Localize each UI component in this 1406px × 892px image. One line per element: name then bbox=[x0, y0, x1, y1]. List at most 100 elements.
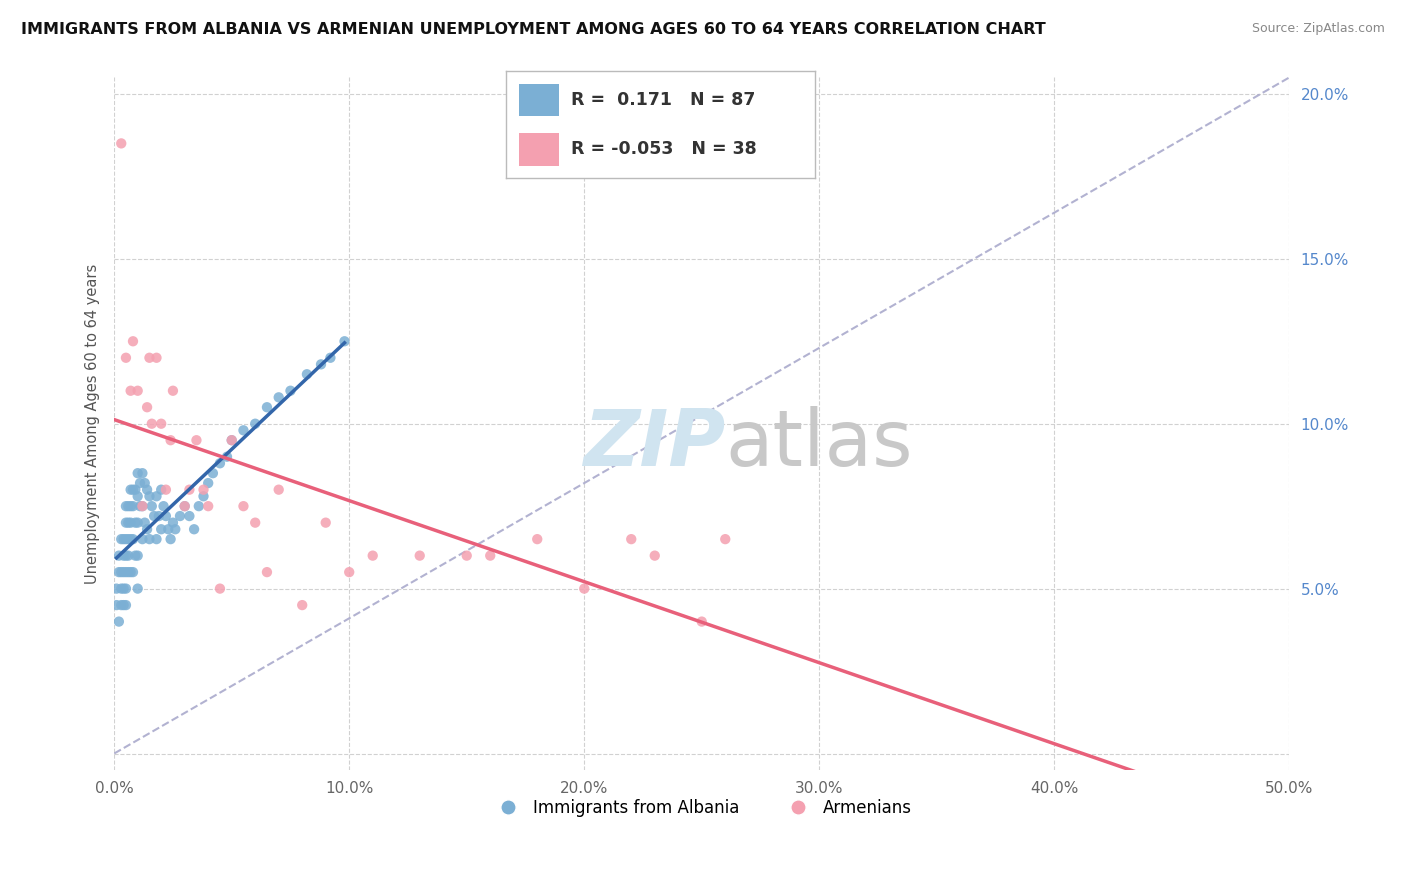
Point bbox=[232, 423, 254, 437]
Point bbox=[456, 549, 478, 563]
Point bbox=[127, 384, 149, 398]
Point bbox=[208, 582, 231, 596]
Point bbox=[108, 565, 131, 579]
Point bbox=[245, 516, 267, 530]
Point bbox=[127, 516, 149, 530]
Point bbox=[145, 351, 167, 365]
Point bbox=[112, 565, 135, 579]
Point bbox=[221, 434, 243, 448]
Point bbox=[256, 401, 278, 415]
Point bbox=[131, 499, 153, 513]
Point bbox=[112, 549, 135, 563]
Point bbox=[129, 476, 152, 491]
Point bbox=[136, 522, 159, 536]
Point bbox=[173, 499, 195, 513]
Text: R =  0.171   N = 87: R = 0.171 N = 87 bbox=[571, 91, 755, 109]
Point bbox=[409, 549, 432, 563]
Point bbox=[193, 483, 215, 497]
Point bbox=[134, 516, 156, 530]
Point bbox=[145, 532, 167, 546]
Point bbox=[124, 516, 146, 530]
Point bbox=[120, 384, 142, 398]
Point bbox=[162, 516, 184, 530]
Point bbox=[127, 582, 149, 596]
Point bbox=[150, 522, 173, 536]
Point bbox=[145, 489, 167, 503]
Point bbox=[159, 434, 181, 448]
Point bbox=[131, 499, 153, 513]
Point bbox=[479, 549, 502, 563]
Point bbox=[110, 136, 132, 151]
Point bbox=[131, 532, 153, 546]
Point bbox=[155, 509, 177, 524]
FancyBboxPatch shape bbox=[519, 84, 558, 116]
Point bbox=[148, 509, 170, 524]
Point bbox=[267, 390, 290, 404]
Point bbox=[120, 483, 142, 497]
Point bbox=[108, 615, 131, 629]
Point bbox=[309, 357, 332, 371]
Point bbox=[150, 483, 173, 497]
Point bbox=[186, 434, 208, 448]
Point bbox=[179, 509, 201, 524]
Point bbox=[115, 516, 138, 530]
Point bbox=[138, 489, 160, 503]
Point bbox=[361, 549, 384, 563]
Point bbox=[138, 351, 160, 365]
Text: atlas: atlas bbox=[725, 407, 912, 483]
Point bbox=[122, 483, 145, 497]
Point bbox=[208, 456, 231, 470]
Point bbox=[115, 532, 138, 546]
Point bbox=[122, 565, 145, 579]
Legend: Immigrants from Albania, Armenians: Immigrants from Albania, Armenians bbox=[485, 793, 918, 824]
Point bbox=[134, 476, 156, 491]
Point bbox=[117, 532, 139, 546]
Point bbox=[526, 532, 548, 546]
Point bbox=[124, 549, 146, 563]
Point bbox=[122, 334, 145, 349]
Point bbox=[122, 532, 145, 546]
Point bbox=[714, 532, 737, 546]
Point bbox=[105, 598, 128, 612]
Point bbox=[105, 582, 128, 596]
Point bbox=[295, 368, 318, 382]
Point bbox=[115, 351, 138, 365]
Point bbox=[232, 499, 254, 513]
Point bbox=[127, 549, 149, 563]
Point bbox=[127, 466, 149, 480]
Point bbox=[115, 582, 138, 596]
Point bbox=[150, 417, 173, 431]
Point bbox=[136, 401, 159, 415]
Text: ZIP: ZIP bbox=[583, 407, 725, 483]
Point bbox=[197, 499, 219, 513]
Point bbox=[115, 549, 138, 563]
Y-axis label: Unemployment Among Ages 60 to 64 years: Unemployment Among Ages 60 to 64 years bbox=[86, 264, 100, 584]
Point bbox=[620, 532, 643, 546]
Point bbox=[124, 483, 146, 497]
Point bbox=[110, 598, 132, 612]
Point bbox=[337, 565, 360, 579]
Point bbox=[141, 499, 163, 513]
Point bbox=[165, 522, 187, 536]
Point bbox=[169, 509, 191, 524]
Point bbox=[108, 549, 131, 563]
Point bbox=[143, 509, 166, 524]
Point bbox=[117, 549, 139, 563]
FancyBboxPatch shape bbox=[519, 134, 558, 166]
Point bbox=[117, 499, 139, 513]
Point bbox=[197, 476, 219, 491]
Point bbox=[245, 417, 267, 431]
Point bbox=[112, 582, 135, 596]
Point bbox=[110, 565, 132, 579]
Point bbox=[256, 565, 278, 579]
Point bbox=[110, 532, 132, 546]
Point bbox=[267, 483, 290, 497]
Point bbox=[136, 483, 159, 497]
Point bbox=[120, 516, 142, 530]
Point bbox=[187, 499, 209, 513]
Point bbox=[280, 384, 302, 398]
Point bbox=[221, 434, 243, 448]
Point bbox=[115, 499, 138, 513]
Text: Source: ZipAtlas.com: Source: ZipAtlas.com bbox=[1251, 22, 1385, 36]
Point bbox=[215, 450, 238, 464]
